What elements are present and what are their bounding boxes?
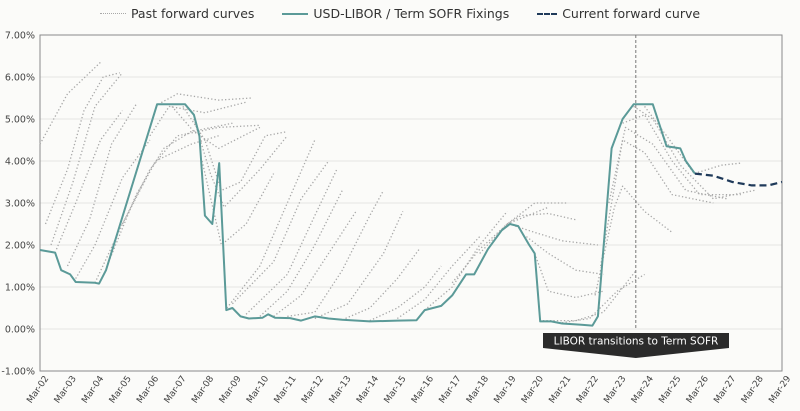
past-forward-curve [342,248,420,321]
legend-label-forward: Current forward curve [562,6,701,21]
x-tick-label: Mar-21 [547,374,573,405]
past-forward-curve [594,185,673,296]
legend-label-past: Past forward curves [130,6,255,21]
x-tick-label: Mar-25 [657,374,683,405]
annotation-banner [543,333,729,358]
current-forward-curve-line [694,172,783,187]
x-tick-label: Mar-09 [218,374,244,405]
past-forward-curve [108,122,233,263]
past-forward-curve [314,211,404,320]
x-tick-label: Mar-12 [300,374,326,405]
past-forward-curve [633,105,755,200]
past-forward-curve [50,72,123,246]
legend-item-fixings: USD-LIBOR / Term SOFR Fixings [282,6,509,21]
x-tick-label: Mar-10 [245,374,271,405]
legend-label-fixings: USD-LIBOR / Term SOFR Fixings [313,6,510,21]
y-tick-label: 7.00% [5,31,35,42]
x-tick-label: Mar-20 [520,374,546,405]
y-tick-label: 2.00% [5,241,35,252]
legend-swatch-past [99,13,126,14]
past-forward-curve [39,61,101,145]
x-tick-label: Mar-18 [465,374,491,405]
x-tick-label: Mar-15 [383,374,409,405]
fixings-line [39,103,696,327]
past-forward-curve [479,202,568,254]
x-tick-label: Mar-23 [602,374,628,405]
y-tick-label: 5.00% [5,115,35,126]
x-tick-label: Mar-14 [355,374,381,405]
past-forward-curve [424,210,508,311]
legend-swatch-fixings [282,12,309,15]
past-forward-curve [534,253,604,299]
past-forward-curve [542,269,637,322]
x-tick-label: Mar-27 [712,374,738,405]
x-tick-label: Mar-19 [493,374,519,405]
x-tick-label: Mar-03 [53,374,79,405]
past-forward-curve [599,139,714,267]
past-forward-curve [451,206,549,284]
x-tick-label: Mar-16 [410,374,436,405]
past-forward-curve [287,190,385,318]
y-tick-label: -1.00% [1,367,35,378]
past-forward-curve [369,265,442,322]
past-forward-curve [66,103,137,267]
legend-swatch-forward [537,12,558,15]
y-tick-label: 0.00% [5,325,35,336]
past-forward-curve [515,225,598,246]
x-tick-label: Mar-22 [575,374,601,405]
x-tick-label: Mar-29 [767,374,793,405]
x-tick-label: Mar-17 [438,374,464,405]
x-tick-label: Mar-13 [328,374,354,405]
past-forward-curve [245,169,338,315]
legend: Past forward curves USD-LIBOR / Term SOF… [0,6,800,21]
y-tick-label: 1.00% [5,283,35,294]
x-tick-label: Mar-26 [685,374,711,405]
x-tick-label: Mar-05 [108,374,134,405]
y-tick-label: 3.00% [5,199,35,210]
past-forward-curve [506,212,577,225]
x-tick-label: Mar-07 [163,374,189,405]
past-forward-curve [157,93,252,105]
plot-frame [39,34,783,372]
past-forward-curve [608,126,728,204]
x-tick-label: Mar-06 [135,374,161,405]
past-forward-curve [121,124,260,225]
annotation-text: LIBOR transitions to Term SOFR [554,336,719,348]
y-tick-label: 6.00% [5,73,35,84]
x-tick-label: Mar-08 [190,374,216,405]
x-tick-label: Mar-28 [740,374,766,405]
x-tick-label: Mar-24 [630,374,656,405]
past-forward-curve [149,101,247,137]
y-tick-label: 4.00% [5,157,35,168]
x-tick-label: Mar-11 [273,374,299,405]
x-tick-label: Mar-02 [25,374,51,405]
past-forward-curve [44,72,120,225]
past-forward-curve [622,114,741,196]
legend-item-forward: Current forward curve [537,6,700,21]
past-forward-curve [55,110,123,250]
past-forward-curve [562,273,645,324]
x-tick-label: Mar-04 [80,374,106,405]
past-forward-curve [193,118,288,208]
past-forward-curve [231,160,330,305]
past-forward-curve [273,211,357,317]
past-forward-curve [526,236,604,276]
legend-item-past: Past forward curves [99,6,255,21]
past-forward-curve [201,160,275,246]
past-forward-curve [259,190,343,317]
past-forward-curve [226,139,316,309]
